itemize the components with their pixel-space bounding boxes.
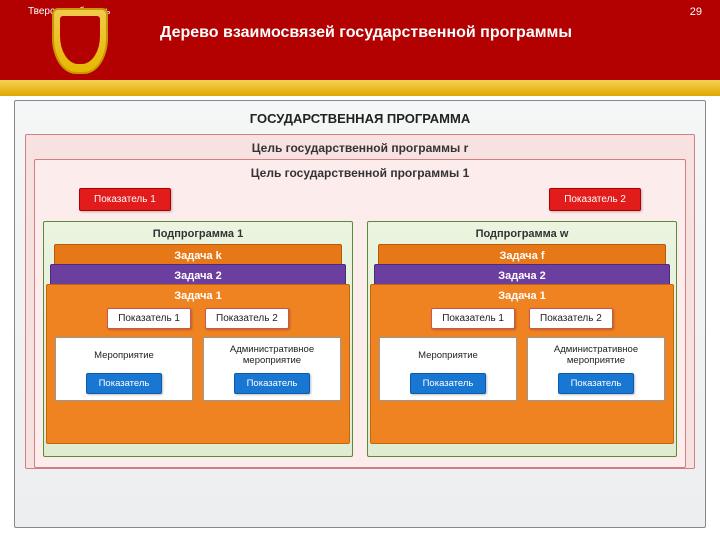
indicator-badge-1: Показатель 1 [79, 188, 171, 211]
activity-box-1: Мероприятие Показатель [55, 337, 193, 401]
gold-stripe [0, 80, 720, 96]
subprogram-w-title: Подпрограмма w [378, 228, 666, 240]
activity-indicator: Показатель [86, 373, 163, 394]
indicator-row: Показатель 1 Показатель 2 [43, 188, 677, 221]
subprogram-1: Подпрограмма 1 Задача k Задача 2 Задача … [43, 221, 353, 457]
mini-indicator-row: Показатель 1 Показатель 2 [55, 308, 341, 329]
program-title: ГОСУДАРСТВЕННАЯ ПРОГРАММА [25, 111, 695, 126]
mini-indicator-1: Показатель 1 [431, 308, 515, 329]
activity-box-1: Мероприятие Показатель [379, 337, 517, 401]
activity-indicator: Показатель [234, 373, 311, 394]
subprogram-w: Подпрограмма w Задача f Задача 2 Задача … [367, 221, 677, 457]
mini-indicator-1: Показатель 1 [107, 308, 191, 329]
mini-indicator-2: Показатель 2 [529, 308, 613, 329]
activity-indicator: Показатель [410, 373, 487, 394]
task-1-title: Задача 1 [55, 290, 341, 302]
mini-indicator-row: Показатель 1 Показатель 2 [379, 308, 665, 329]
region-emblem [52, 8, 108, 74]
goal-r-box: Цель государственной программы r Цель го… [25, 134, 695, 469]
activity-label: Административное мероприятие [532, 343, 660, 369]
subprogram-1-title: Подпрограмма 1 [54, 228, 342, 240]
mini-indicator-2: Показатель 2 [205, 308, 289, 329]
goal-r-title: Цель государственной программы r [34, 141, 686, 155]
activity-label: Мероприятие [60, 343, 188, 369]
body-area: ГОСУДАРСТВЕННАЯ ПРОГРАММА Цель государст… [0, 80, 720, 528]
task-stack-1: Задача k Задача 2 Задача 1 Показатель 1 … [54, 244, 342, 444]
subprogram-row: Подпрограмма 1 Задача k Задача 2 Задача … [43, 221, 677, 457]
indicator-badge-2: Показатель 2 [549, 188, 641, 211]
activity-indicator: Показатель [558, 373, 635, 394]
activity-row: Мероприятие Показатель Административное … [55, 337, 341, 401]
activity-label: Административное мероприятие [208, 343, 336, 369]
slide-header: Тверская область 29 Дерево взаимосвязей … [0, 0, 720, 80]
slide-title: Дерево взаимосвязей государственной прог… [160, 24, 572, 42]
task-1: Задача 1 Показатель 1 Показатель 2 Мероп… [370, 284, 674, 444]
task-1-title: Задача 1 [379, 290, 665, 302]
activity-box-2: Административное мероприятие Показатель [527, 337, 665, 401]
goal-1-title: Цель государственной программы 1 [43, 166, 677, 180]
goal-1-box: Цель государственной программы 1 Показат… [34, 159, 686, 468]
activity-row: Мероприятие Показатель Административное … [379, 337, 665, 401]
task-stack-w: Задача f Задача 2 Задача 1 Показатель 1 … [378, 244, 666, 444]
activity-box-2: Административное мероприятие Показатель [203, 337, 341, 401]
program-box: ГОСУДАРСТВЕННАЯ ПРОГРАММА Цель государст… [14, 100, 706, 528]
activity-label: Мероприятие [384, 343, 512, 369]
task-1: Задача 1 Показатель 1 Показатель 2 Мероп… [46, 284, 350, 444]
page-number: 29 [690, 6, 702, 18]
